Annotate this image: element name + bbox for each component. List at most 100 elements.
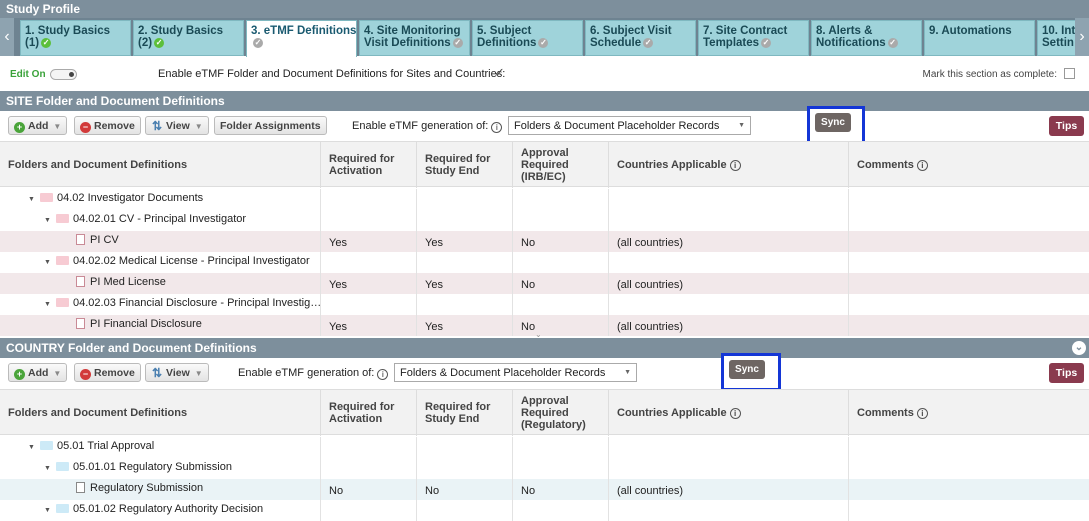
- col-folders[interactable]: Folders and Document Definitions: [0, 390, 321, 436]
- scroll-down-icon[interactable]: ⌄: [535, 330, 542, 339]
- tab-9[interactable]: 9. Automations: [924, 20, 1035, 56]
- country-tips-button[interactable]: Tips: [1049, 363, 1084, 383]
- tab-4[interactable]: 4. Site Monitoring Visit Definitions ✓: [359, 20, 470, 56]
- tab-3[interactable]: 3. eTMF Definitions ✓: [246, 20, 357, 57]
- table-row[interactable]: ▼ 04.02.01 CV - Principal Investigator: [0, 210, 1089, 231]
- tree-node[interactable]: Regulatory Submission: [76, 482, 203, 494]
- node-label: 05.01.01 Regulatory Submission: [73, 461, 232, 473]
- table-row[interactable]: ▼ 04.02.03 Financial Disclosure - Princip…: [0, 294, 1089, 315]
- col-folders[interactable]: Folders and Document Definitions: [0, 142, 321, 188]
- site-view-button[interactable]: ⇅ View ▼: [145, 116, 209, 135]
- site-generation-select[interactable]: Folders & Document Placeholder Records ▼: [508, 116, 751, 135]
- expand-toggle-icon[interactable]: ▼: [44, 301, 51, 308]
- tab-scroll-left-icon[interactable]: ‹: [0, 18, 14, 56]
- info-icon[interactable]: i: [729, 407, 741, 419]
- table-row[interactable]: ▼ 04.02 Investigator Documents: [0, 189, 1089, 210]
- country-sync-button[interactable]: Sync: [729, 360, 765, 379]
- table-row[interactable]: ▼ 05.01.01 Regulatory Submission: [0, 458, 1089, 479]
- edit-toggle[interactable]: [50, 69, 77, 80]
- tree-node[interactable]: PI Financial Disclosure: [76, 318, 202, 330]
- col-approval-required[interactable]: Approval Required (IRB/EC): [513, 142, 609, 188]
- info-icon[interactable]: i: [377, 369, 389, 380]
- enable-folder-checkbox[interactable]: ✓: [494, 65, 505, 80]
- col-required-study-end[interactable]: Required for Study End: [417, 142, 513, 188]
- folder-assignments-button[interactable]: Folder Assignments: [214, 116, 327, 135]
- table-row[interactable]: ▼ 04.02.02 Medical License - Principal In…: [0, 252, 1089, 273]
- cell-comments: [849, 315, 1089, 336]
- tree-cell: PI CV: [0, 231, 321, 252]
- country-view-button[interactable]: ⇅ View ▼: [145, 363, 209, 382]
- col-required-activation[interactable]: Required for Activation: [321, 142, 417, 188]
- tab-8[interactable]: 8. Alerts & Notifications ✓: [811, 20, 922, 56]
- country-generation-select[interactable]: Folders & Document Placeholder Records ▼: [394, 363, 637, 382]
- table-row[interactable]: PI CV Yes Yes No (all countries): [0, 231, 1089, 252]
- col-comments[interactable]: Comments i: [849, 142, 1089, 188]
- site-sync-button[interactable]: Sync: [815, 113, 851, 132]
- tree-node[interactable]: ▼ 05.01.01 Regulatory Submission: [44, 461, 232, 473]
- tree-node[interactable]: PI CV: [76, 234, 119, 246]
- cell-comments: [849, 210, 1089, 231]
- table-row[interactable]: ▼ 05.01.02 Regulatory Authority Decision: [0, 500, 1089, 521]
- expand-toggle-icon[interactable]: ▼: [44, 507, 51, 514]
- info-icon[interactable]: i: [491, 122, 503, 133]
- col-required-activation[interactable]: Required for Activation: [321, 390, 417, 436]
- site-tips-button[interactable]: Tips: [1049, 116, 1084, 136]
- col-approval-required[interactable]: Approval Required (Regulatory): [513, 390, 609, 436]
- expand-toggle-icon[interactable]: ▼: [44, 217, 51, 224]
- col-countries[interactable]: Countries Applicable i: [609, 142, 849, 188]
- table-row[interactable]: PI Med License Yes Yes No (all countries): [0, 273, 1089, 294]
- cell-appr: No: [513, 231, 609, 252]
- country-remove-button[interactable]: − Remove: [74, 363, 141, 382]
- site-add-button[interactable]: + Add ▼: [8, 116, 68, 135]
- col-countries[interactable]: Countries Applicable i: [609, 390, 849, 436]
- tree-cell: Regulatory Submission: [0, 479, 321, 500]
- node-label: 05.01.02 Regulatory Authority Decision: [73, 503, 264, 515]
- chevron-down-icon: ▼: [194, 369, 203, 378]
- expand-toggle-icon[interactable]: ▼: [44, 259, 51, 266]
- folder-icon: [56, 462, 69, 471]
- tab-2[interactable]: 2. Study Basics (2) ✓: [133, 20, 244, 56]
- info-icon[interactable]: i: [729, 159, 741, 171]
- remove-label: Remove: [94, 367, 135, 379]
- country-add-button[interactable]: + Add ▼: [8, 363, 68, 382]
- tree-node[interactable]: ▼ 05.01 Trial Approval: [28, 440, 154, 452]
- node-label: PI CV: [90, 234, 119, 246]
- view-icon: ⇅: [151, 119, 163, 133]
- col-comments-label: Comments: [857, 407, 914, 419]
- col-required-study-end[interactable]: Required for Study End: [417, 390, 513, 436]
- tab-6[interactable]: 6. Subject Visit Schedule ✓: [585, 20, 696, 56]
- folder-icon: [40, 441, 53, 450]
- cell-comments: [849, 273, 1089, 294]
- site-remove-button[interactable]: − Remove: [74, 116, 141, 135]
- expand-toggle-icon[interactable]: ▼: [28, 444, 35, 451]
- expand-toggle-icon[interactable]: ▼: [44, 465, 51, 472]
- tree-node[interactable]: ▼ 05.01.02 Regulatory Authority Decision: [44, 503, 263, 515]
- table-row[interactable]: ▼ 05.01 Trial Approval: [0, 437, 1089, 458]
- tree-cell: ▼ 04.02.02 Medical License - Principal In…: [0, 252, 321, 273]
- info-icon[interactable]: i: [916, 159, 928, 171]
- tab-1[interactable]: 1. Study Basics (1) ✓: [20, 20, 131, 56]
- cell-countries: [609, 189, 849, 210]
- cell-end: [417, 252, 513, 273]
- tree-node[interactable]: ▼ 04.02.01 CV - Principal Investigator: [44, 213, 246, 225]
- tree-node[interactable]: ▼ 04.02.02 Medical License - Principal In…: [44, 255, 310, 267]
- cell-appr: [513, 294, 609, 315]
- tab-5[interactable]: 5. Subject Definitions ✓: [472, 20, 583, 56]
- tree-node[interactable]: ▼ 04.02.03 Financial Disclosure - Princip…: [44, 297, 320, 309]
- mark-complete-checkbox[interactable]: [1064, 68, 1075, 79]
- tree-node[interactable]: ▼ 04.02 Investigator Documents: [28, 192, 203, 204]
- tab-sublabel: Visit Definitions: [364, 37, 451, 49]
- cell-appr: No: [513, 479, 609, 500]
- gen-label-text: Enable eTMF generation of:: [352, 120, 489, 132]
- info-icon[interactable]: i: [916, 407, 928, 419]
- view-label: View: [166, 367, 190, 379]
- view-icon: ⇅: [151, 366, 163, 380]
- tab-7[interactable]: 7. Site Contract Templates ✓: [698, 20, 809, 56]
- table-row[interactable]: Regulatory Submission No No No (all countrie…: [0, 479, 1089, 500]
- table-row[interactable]: PI Financial Disclosure Yes Yes No (all coun…: [0, 315, 1089, 336]
- collapse-icon[interactable]: ⌄: [1072, 341, 1086, 355]
- tree-node[interactable]: PI Med License: [76, 276, 166, 288]
- col-comments[interactable]: Comments i: [849, 390, 1089, 436]
- expand-toggle-icon[interactable]: ▼: [28, 196, 35, 203]
- tab-scroll-right-icon[interactable]: ›: [1075, 18, 1089, 56]
